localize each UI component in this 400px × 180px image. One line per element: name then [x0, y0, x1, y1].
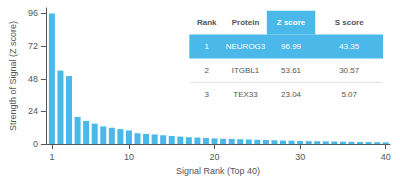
svg-text:Rank: Rank	[197, 18, 217, 27]
svg-text:Signal Rank (Top 40): Signal Rank (Top 40)	[176, 166, 260, 176]
svg-text:NEUROG3: NEUROG3	[226, 42, 266, 51]
svg-text:30.57: 30.57	[339, 66, 360, 75]
svg-text:96.99: 96.99	[281, 42, 302, 51]
svg-text:1: 1	[205, 42, 210, 51]
svg-text:3: 3	[205, 90, 210, 99]
svg-text:72: 72	[28, 41, 38, 51]
svg-text:30: 30	[295, 152, 305, 162]
svg-text:23.04: 23.04	[281, 90, 302, 99]
svg-text:ITGBL1: ITGBL1	[232, 66, 260, 75]
svg-text:10: 10	[124, 152, 134, 162]
svg-text:96: 96	[28, 8, 38, 18]
svg-text:5.07: 5.07	[341, 90, 357, 99]
svg-text:40: 40	[381, 152, 391, 162]
svg-text:Strength of Signal (Z score): Strength of Signal (Z score)	[8, 21, 18, 131]
svg-text:43.35: 43.35	[339, 42, 360, 51]
svg-text:S score: S score	[335, 18, 364, 27]
svg-text:Z score: Z score	[277, 18, 306, 27]
svg-text:2: 2	[205, 66, 210, 75]
svg-text:53.61: 53.61	[281, 66, 302, 75]
svg-text:0: 0	[33, 139, 38, 149]
svg-text:1: 1	[49, 152, 54, 162]
svg-text:20: 20	[210, 152, 220, 162]
svg-text:Protein: Protein	[232, 18, 260, 27]
svg-text:24: 24	[28, 106, 38, 116]
svg-text:48: 48	[28, 74, 38, 84]
svg-text:TEX33: TEX33	[233, 90, 258, 99]
